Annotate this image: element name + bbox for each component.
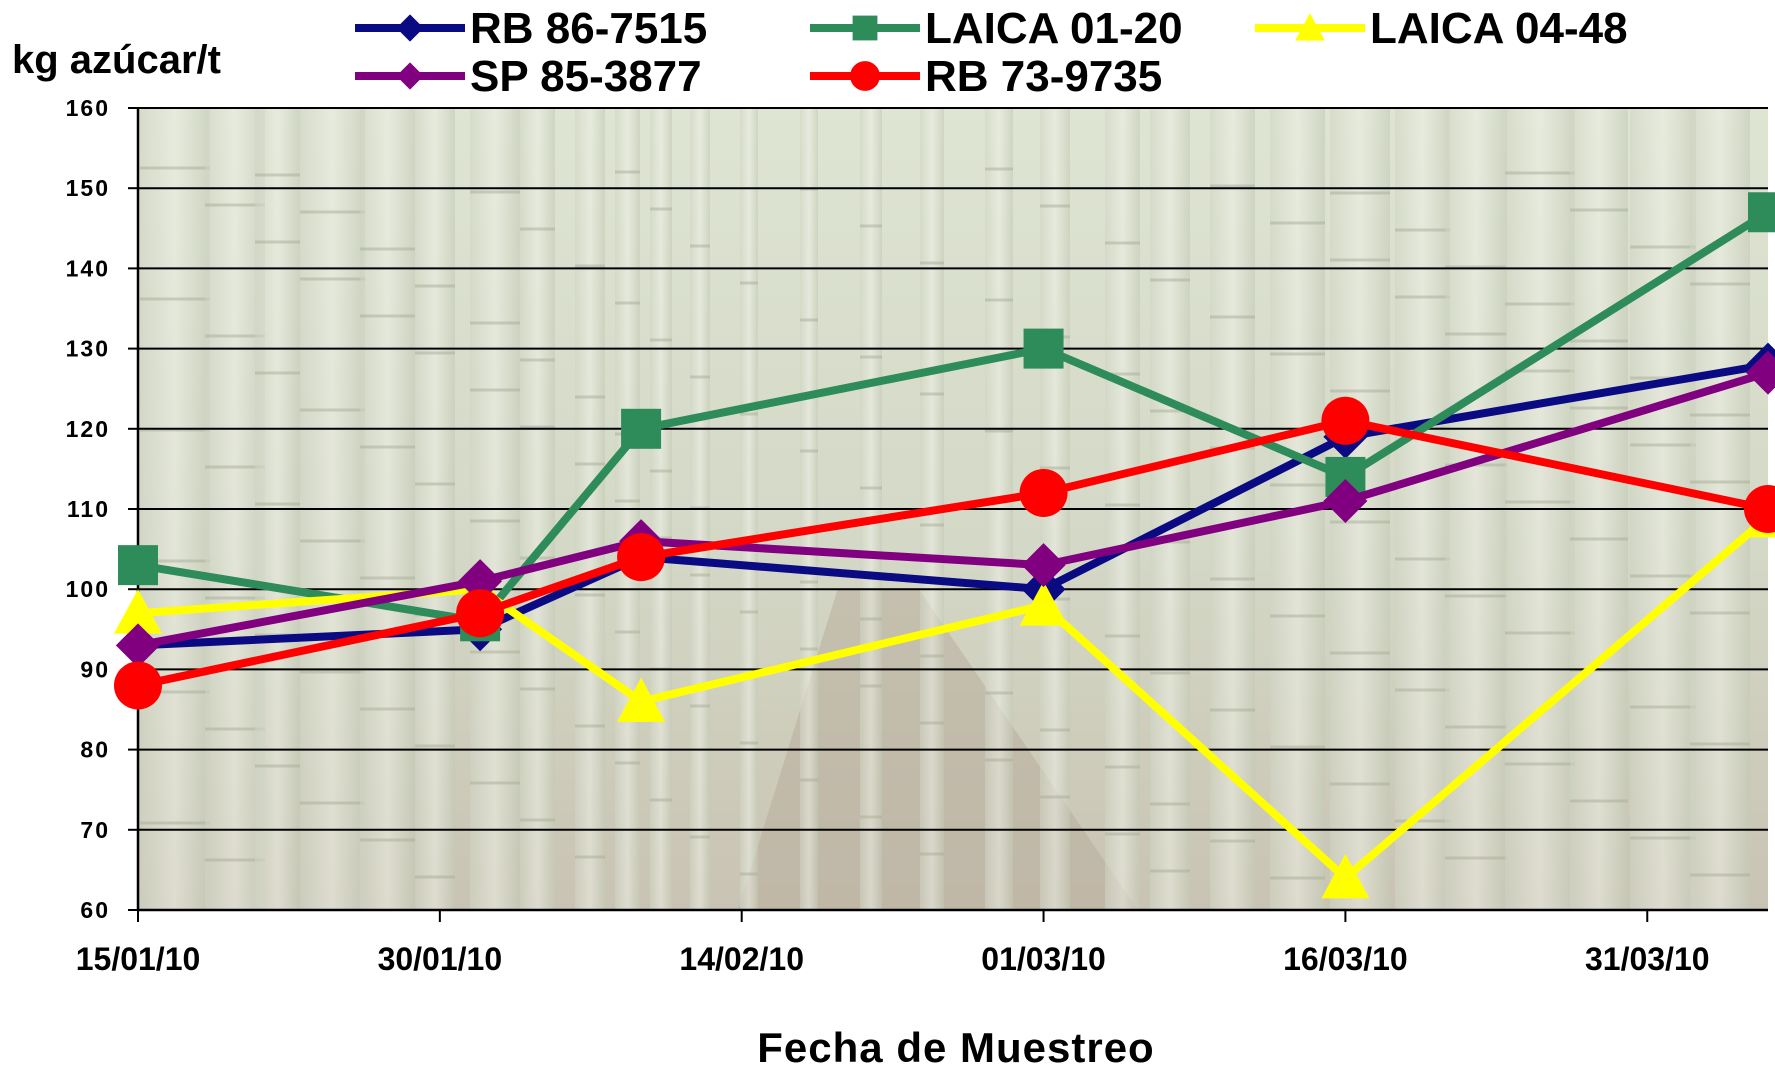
- x-tick-label: 15/01/10: [76, 941, 201, 977]
- data-point-circle: [456, 589, 505, 638]
- y-tick-label: 110: [67, 496, 110, 522]
- series-rb-73-9735: [114, 396, 1775, 710]
- series-layer: [114, 192, 1775, 899]
- series-line: [137, 368, 1770, 650]
- y-tick-label: 120: [66, 416, 110, 442]
- data-point-triangle: [617, 677, 666, 722]
- series-line: [137, 360, 1769, 650]
- y-tick-label: 100: [66, 576, 110, 602]
- y-tick-label: 80: [80, 737, 110, 763]
- legend-label: RB 73-9735: [925, 52, 1162, 101]
- data-point-circle: [114, 661, 162, 710]
- y-tick-label: 130: [66, 336, 110, 362]
- x-tick-label: 16/03/10: [1283, 941, 1408, 977]
- x-tick-label: 01/03/10: [981, 941, 1106, 977]
- y-tick-label: 70: [80, 817, 110, 843]
- data-point-circle: [1321, 396, 1370, 445]
- data-point-diamond: [1323, 478, 1368, 523]
- x-tick-label: 14/02/10: [679, 941, 804, 977]
- y-tick-label: 160: [66, 95, 110, 121]
- data-point-diamond: [396, 14, 424, 42]
- x-tick-label: 30/01/10: [378, 941, 503, 977]
- legend-label: RB 86-7515: [470, 4, 707, 53]
- x-tick-label: 31/03/10: [1585, 941, 1710, 977]
- data-point-diamond: [1746, 350, 1775, 395]
- data-point-square: [118, 545, 158, 586]
- legend-item: LAICA 04-48: [1255, 4, 1628, 53]
- legend-label: LAICA 04-48: [1370, 4, 1628, 53]
- y-tick-label: 140: [66, 255, 110, 281]
- legend-item: RB 86-7515: [355, 4, 707, 53]
- data-point-diamond: [116, 623, 160, 668]
- data-point-circle: [1744, 485, 1775, 533]
- data-point-triangle: [1295, 13, 1325, 41]
- y-tick-label: 60: [80, 897, 110, 923]
- data-point-square: [852, 15, 878, 41]
- data-point-triangle: [1019, 581, 1068, 626]
- data-point-circle: [1019, 468, 1068, 517]
- series-line: [137, 416, 1769, 690]
- legend: RB 86-7515 LAICA 01-20 LAICA 04-48 SP 85-38…: [355, 4, 1628, 101]
- data-point-diamond: [396, 62, 424, 90]
- data-point-square: [1023, 328, 1064, 369]
- data-point-square: [1748, 192, 1775, 233]
- data-point-triangle: [114, 589, 162, 634]
- axes: 60 70 80 90 100 110 120 130 140 150 160 15/01/10 30/…: [66, 95, 1768, 977]
- data-point-square: [621, 408, 662, 449]
- data-point-diamond: [1021, 543, 1066, 588]
- legend-label: LAICA 01-20: [925, 4, 1183, 53]
- data-point-circle: [617, 533, 666, 582]
- legend-item: SP 85-3877: [355, 52, 702, 101]
- legend-label: SP 85-3877: [470, 52, 702, 101]
- x-axis-label: Fecha de Muestreo: [757, 1024, 1154, 1071]
- y-tick-label: 150: [66, 175, 110, 201]
- data-point-triangle: [1321, 853, 1370, 899]
- y-tick-label: 90: [80, 656, 110, 682]
- y-axis-label: kg azúcar/t: [12, 38, 221, 82]
- legend-item: LAICA 01-20: [810, 4, 1183, 53]
- legend-item: RB 73-9735: [810, 52, 1162, 101]
- data-point-circle: [850, 61, 880, 91]
